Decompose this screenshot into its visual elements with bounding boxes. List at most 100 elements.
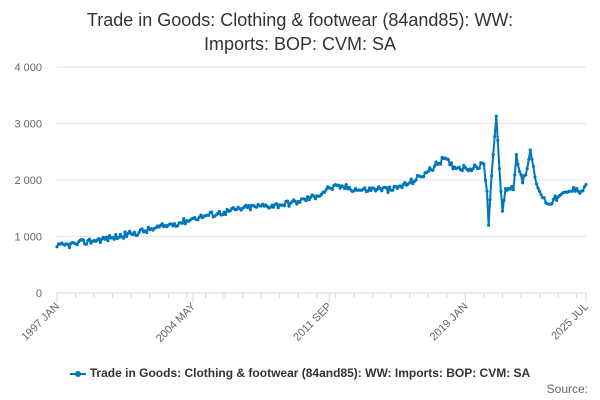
data-point: [97, 237, 101, 241]
data-point: [386, 190, 390, 194]
data-point: [352, 189, 356, 193]
data-point: [570, 189, 574, 193]
data-point: [344, 183, 348, 187]
data-point: [131, 233, 135, 237]
legend[interactable]: Trade in Goods: Clothing & footwear (84a…: [0, 366, 600, 380]
data-point: [323, 190, 327, 194]
data-point: [197, 215, 201, 219]
data-point: [84, 242, 88, 246]
data-point: [408, 181, 412, 185]
data-point: [114, 233, 118, 237]
data-point: [477, 166, 481, 170]
data-point: [196, 218, 200, 222]
legend-series-label: Trade in Goods: Clothing & footwear (84a…: [89, 366, 531, 380]
data-point: [180, 221, 184, 225]
legend-series-marker: [69, 370, 86, 378]
data-point: [527, 157, 531, 161]
data-point: [112, 237, 116, 241]
data-point: [581, 189, 585, 193]
chart-title-line-2: Imports: BOP: CVM: SA: [203, 34, 397, 54]
data-point: [106, 239, 110, 243]
data-point: [293, 199, 297, 203]
data-point: [457, 165, 461, 169]
data-point: [183, 222, 187, 226]
data-point: [176, 224, 180, 228]
data-point: [428, 166, 432, 170]
data-point: [488, 198, 492, 202]
y-tick-label: 3 000: [14, 119, 42, 131]
data-point: [285, 199, 290, 203]
data-point: [493, 135, 497, 139]
data-point: [123, 230, 127, 234]
data-point: [432, 164, 436, 168]
data-point: [502, 198, 506, 202]
data-point: [330, 187, 334, 191]
data-point: [530, 157, 534, 161]
data-point: [584, 182, 588, 187]
data-point: [531, 164, 536, 168]
data-point: [491, 153, 495, 157]
data-point: [514, 153, 519, 157]
data-point: [304, 199, 308, 203]
data-point: [347, 185, 351, 189]
data-point: [336, 183, 341, 187]
data-point: [485, 189, 489, 193]
data-point: [145, 230, 149, 235]
data-point: [121, 236, 126, 240]
data-point: [275, 202, 279, 206]
data-point: [363, 186, 367, 190]
data-point: [254, 205, 259, 209]
data-point: [388, 185, 392, 189]
data-point: [499, 189, 503, 193]
data-point: [66, 242, 70, 246]
data-point: [298, 200, 302, 204]
x-tick-label: 2011 SEP: [291, 301, 334, 344]
data-point: [199, 213, 203, 217]
y-tick-label: 4 000: [14, 62, 42, 74]
y-tick-label: 1 000: [14, 232, 42, 244]
data-point: [224, 212, 228, 217]
data-point: [307, 198, 311, 202]
data-point: [553, 194, 557, 198]
data-point: [400, 185, 404, 190]
data-point: [496, 138, 500, 142]
data-point: [135, 233, 139, 237]
chart-title: Trade in Goods: Clothing & footwear (84a…: [0, 8, 600, 56]
data-point: [482, 162, 486, 166]
data-point: [524, 173, 528, 177]
data-point: [146, 225, 150, 229]
data-point: [104, 235, 109, 239]
data-point: [539, 193, 543, 197]
data-point: [140, 227, 144, 231]
data-point: [118, 232, 122, 236]
data-point: [519, 172, 523, 177]
data-point: [369, 188, 373, 193]
data-point: [108, 234, 112, 238]
data-point: [125, 235, 129, 239]
data-point: [171, 224, 175, 228]
data-point: [222, 210, 226, 214]
data-point: [55, 245, 59, 249]
data-point: [449, 161, 453, 165]
data-point: [414, 178, 418, 182]
data-point: [528, 148, 532, 152]
data-point: [511, 188, 515, 192]
data-point: [248, 208, 252, 212]
data-point: [487, 223, 491, 227]
data-point: [500, 209, 505, 213]
data-point: [160, 222, 164, 226]
data-point: [575, 186, 579, 191]
data-point: [210, 210, 214, 214]
y-tick-label: 0: [36, 288, 42, 300]
data-point: [434, 160, 438, 164]
data-point: [343, 186, 347, 191]
data-point: [282, 204, 286, 208]
data-point: [555, 198, 559, 202]
data-point: [87, 237, 92, 241]
data-point: [312, 194, 316, 198]
data-point: [384, 186, 389, 190]
x-tick-label: 2004 MAY: [154, 300, 199, 345]
data-point: [471, 167, 475, 171]
data-point: [409, 177, 413, 181]
data-point: [431, 168, 435, 172]
